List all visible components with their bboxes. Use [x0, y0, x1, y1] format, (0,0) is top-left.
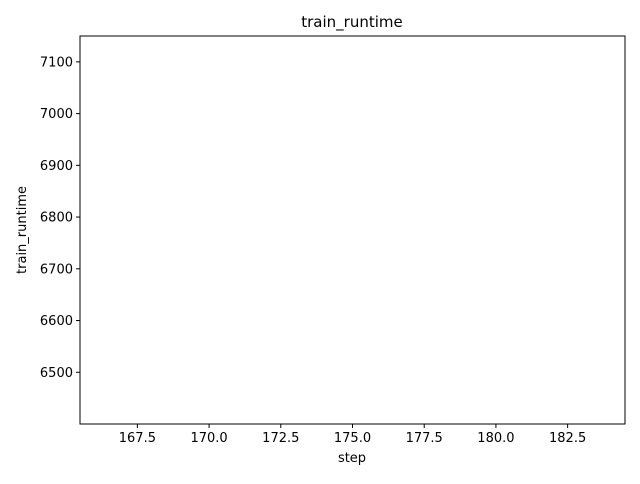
y-tick-label: 6800	[40, 211, 73, 226]
chart-title: train_runtime	[301, 13, 402, 32]
y-tick-label: 6600	[40, 314, 73, 329]
x-tick-label: 167.5	[119, 431, 156, 446]
x-tick-label: 172.5	[262, 431, 299, 446]
x-tick-label: 170.0	[190, 431, 227, 446]
y-tick-label: 6900	[40, 159, 73, 174]
plot-area	[80, 36, 625, 424]
plot-frame	[79, 35, 626, 425]
x-axis-ticks: 167.5 170.0 172.5 175.0 177.5 180.0 182.5	[119, 424, 586, 446]
y-tick-label: 6500	[40, 366, 73, 381]
x-axis-label: step	[338, 451, 366, 466]
y-axis-ticks: 6500 6600 6700 6800 6900 7000 7100	[40, 55, 80, 381]
y-tick-label: 7100	[40, 55, 73, 70]
x-tick-label: 182.5	[549, 431, 586, 446]
x-tick-label: 177.5	[406, 431, 443, 446]
y-tick-label: 7000	[40, 107, 73, 122]
x-tick-label: 175.0	[334, 431, 371, 446]
y-axis-label: train_runtime	[15, 186, 30, 274]
y-tick-label: 6700	[40, 262, 73, 277]
x-tick-label: 180.0	[477, 431, 514, 446]
